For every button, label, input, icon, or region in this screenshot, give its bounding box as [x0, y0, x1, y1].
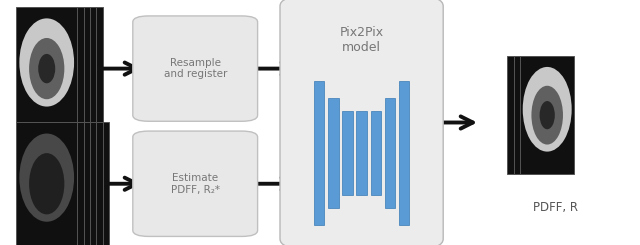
Text: Resample
and register: Resample and register — [163, 58, 227, 79]
Text: Estimate
PDFF, R₂*: Estimate PDFF, R₂* — [171, 173, 220, 195]
FancyBboxPatch shape — [35, 122, 96, 245]
FancyBboxPatch shape — [16, 7, 77, 130]
FancyBboxPatch shape — [399, 81, 409, 225]
Ellipse shape — [29, 38, 65, 99]
FancyBboxPatch shape — [280, 0, 443, 245]
Ellipse shape — [531, 86, 563, 145]
FancyBboxPatch shape — [133, 16, 257, 121]
FancyBboxPatch shape — [49, 122, 109, 245]
Text: Dixon MRI: Dixon MRI — [17, 137, 76, 150]
FancyBboxPatch shape — [16, 122, 77, 245]
FancyBboxPatch shape — [133, 131, 257, 236]
FancyBboxPatch shape — [29, 7, 90, 130]
Ellipse shape — [19, 134, 74, 222]
Text: IDEAL MRI: IDEAL MRI — [17, 237, 77, 245]
FancyBboxPatch shape — [42, 7, 102, 130]
FancyBboxPatch shape — [342, 111, 353, 195]
FancyBboxPatch shape — [520, 56, 575, 174]
FancyBboxPatch shape — [29, 122, 90, 245]
FancyBboxPatch shape — [42, 122, 102, 245]
Ellipse shape — [540, 101, 555, 129]
Ellipse shape — [29, 153, 65, 214]
Text: PDFF, R: PDFF, R — [533, 200, 578, 214]
FancyBboxPatch shape — [23, 7, 84, 130]
FancyBboxPatch shape — [314, 81, 324, 225]
Ellipse shape — [523, 67, 572, 152]
FancyBboxPatch shape — [507, 56, 562, 174]
Ellipse shape — [38, 54, 55, 83]
FancyBboxPatch shape — [35, 7, 96, 130]
FancyBboxPatch shape — [514, 56, 568, 174]
FancyBboxPatch shape — [385, 98, 395, 208]
FancyBboxPatch shape — [328, 98, 339, 208]
Ellipse shape — [19, 18, 74, 107]
FancyBboxPatch shape — [23, 122, 84, 245]
FancyBboxPatch shape — [356, 111, 367, 195]
Text: Pix2Pix
model: Pix2Pix model — [340, 26, 383, 54]
FancyBboxPatch shape — [371, 111, 381, 195]
